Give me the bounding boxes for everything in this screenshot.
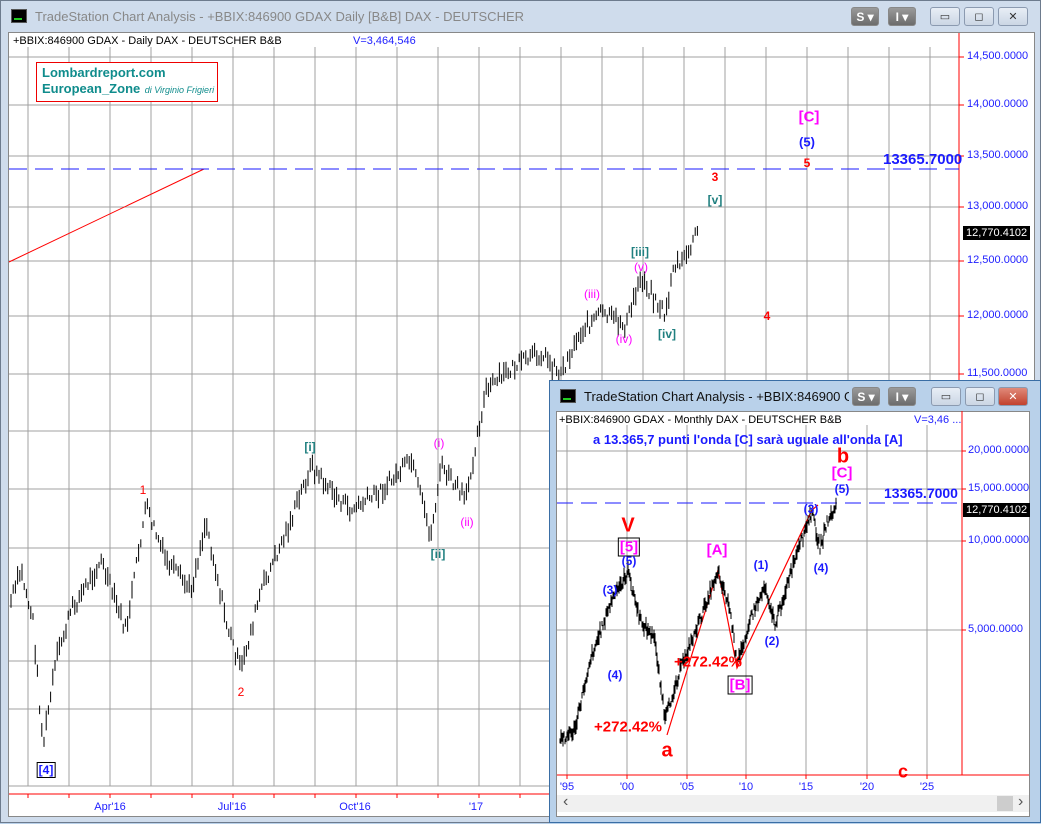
x-axis-label: '95 bbox=[559, 781, 575, 793]
maximize-button[interactable]: ◻ bbox=[964, 7, 994, 26]
inset-symbol-header: +BBIX:846900 GDAX - Monthly DAX - DEUTSC… bbox=[559, 414, 842, 426]
monthly-chart-window: TradeStation Chart Analysis - +BBIX:8469… bbox=[549, 380, 1041, 823]
x-axis-label: '20 bbox=[859, 781, 875, 793]
wave-label: 3 bbox=[711, 170, 719, 184]
s-menu-button[interactable]: S ▾ bbox=[851, 7, 879, 26]
last-price-marker: 12,770.4102 bbox=[963, 226, 1031, 240]
inset-chart-area[interactable] bbox=[556, 411, 1030, 817]
wave-label: 5 bbox=[803, 156, 811, 170]
wave-label: (5) bbox=[799, 134, 815, 150]
scroll-thumb[interactable] bbox=[997, 796, 1013, 811]
y-axis-label: 10,000.0000 bbox=[968, 534, 1030, 546]
wave-label: (v) bbox=[634, 260, 648, 274]
main-symbol-header: +BBIX:846900 GDAX - Daily DAX - DEUTSCHE… bbox=[13, 35, 282, 47]
x-axis-label: '15 bbox=[798, 781, 814, 793]
wave-label: [5] bbox=[617, 537, 641, 557]
wave-label: [iii] bbox=[631, 245, 649, 259]
y-axis-label: 13,000.0000 bbox=[967, 200, 1029, 212]
i-menu-button[interactable]: I ▾ bbox=[888, 7, 916, 26]
y-axis-label: 5,000.0000 bbox=[968, 623, 1024, 635]
inset-note: a 13.365,7 punti l'onda [C] sarà uguale … bbox=[593, 432, 903, 447]
wave-label: (iv) bbox=[615, 332, 633, 346]
y-axis-label: 20,000.0000 bbox=[968, 444, 1030, 456]
wave-label: (5) bbox=[834, 482, 850, 496]
wave-label: (1) bbox=[753, 558, 769, 572]
wave-label: [C] bbox=[798, 108, 820, 126]
x-axis-label: '05 bbox=[679, 781, 695, 793]
inset-last-price-marker: 12,770.4102 bbox=[963, 503, 1031, 517]
y-axis-label: 13,500.0000 bbox=[967, 149, 1029, 161]
wave-label: a bbox=[661, 739, 673, 762]
logo-line3: di Virginio Frigieri bbox=[144, 85, 215, 95]
wave-label: [ii] bbox=[430, 547, 446, 561]
x-axis-label: '17 bbox=[468, 801, 484, 813]
inset-volume: V=3,46 ... bbox=[914, 414, 962, 426]
minimize-button[interactable]: ▭ bbox=[931, 387, 961, 406]
target-price-label: 13365.7000 bbox=[883, 151, 963, 168]
wave-label: (ii) bbox=[460, 515, 474, 529]
inset-window-title: TradeStation Chart Analysis - +BBIX:8469… bbox=[584, 388, 849, 404]
x-axis-label: Jul'16 bbox=[217, 801, 247, 813]
x-axis-label: Oct'16 bbox=[339, 801, 371, 813]
wave-label: +272.42% bbox=[594, 718, 662, 736]
x-axis-label: Apr'16 bbox=[94, 801, 126, 813]
wave-label: 2 bbox=[237, 685, 245, 699]
wave-label: (3) bbox=[803, 502, 819, 516]
wave-label: [4] bbox=[36, 762, 56, 778]
wave-label: (4) bbox=[813, 561, 829, 575]
x-axis-label: '10 bbox=[738, 781, 754, 793]
maximize-button[interactable]: ◻ bbox=[965, 387, 995, 406]
y-axis-label: 14,000.0000 bbox=[967, 98, 1029, 110]
y-axis-label: 14,500.0000 bbox=[967, 50, 1029, 62]
scroll-right-button[interactable]: › bbox=[1018, 793, 1024, 810]
s-menu-button[interactable]: S ▾ bbox=[852, 387, 880, 406]
i-menu-button[interactable]: I ▾ bbox=[888, 387, 916, 406]
main-volume: V=3,464,546 bbox=[353, 35, 416, 47]
x-axis-label: '00 bbox=[619, 781, 635, 793]
inset-target-label: 13365.7000 bbox=[884, 485, 958, 501]
wave-label: 1 bbox=[139, 483, 147, 497]
scroll-left-button[interactable]: ‹ bbox=[563, 793, 569, 810]
wave-label: +272.42% bbox=[674, 653, 742, 671]
wave-trend-line bbox=[666, 504, 819, 736]
wave-label: (iii) bbox=[584, 287, 600, 301]
wave-label: [B] bbox=[727, 675, 753, 695]
main-window-title: TradeStation Chart Analysis - +BBIX:8469… bbox=[35, 8, 525, 24]
logo-box: Lombardreport.com European_Zone di Virgi… bbox=[36, 62, 218, 102]
logo-line2: European_Zone bbox=[42, 81, 141, 96]
inset-scrollbar[interactable]: ‹ › bbox=[557, 793, 1029, 812]
close-button[interactable]: ✕ bbox=[998, 387, 1028, 406]
app-icon bbox=[11, 9, 27, 23]
wave-label: 4 bbox=[763, 309, 771, 323]
close-button[interactable]: ✕ bbox=[998, 7, 1028, 26]
app-icon bbox=[560, 389, 576, 403]
wave-label: V bbox=[621, 514, 635, 537]
wave-label: [iv] bbox=[658, 327, 676, 341]
wave-label: [v] bbox=[707, 193, 723, 207]
y-axis-label: 15,000.0000 bbox=[968, 482, 1030, 494]
inset-title-bar[interactable]: TradeStation Chart Analysis - +BBIX:8469… bbox=[550, 381, 1040, 411]
y-axis-label: 12,500.0000 bbox=[967, 254, 1029, 266]
wave-label: [i] bbox=[304, 440, 316, 454]
minimize-button[interactable]: ▭ bbox=[930, 7, 960, 26]
logo-line1: Lombardreport.com bbox=[42, 65, 166, 80]
wave-label: c bbox=[897, 761, 909, 782]
trend-line bbox=[8, 168, 205, 263]
wave-label: [C] bbox=[831, 464, 853, 482]
y-axis-label: 11,500.0000 bbox=[967, 367, 1028, 379]
wave-label: (2) bbox=[764, 634, 780, 648]
wave-label: (4) bbox=[607, 668, 623, 682]
wave-label: (3) bbox=[602, 583, 618, 597]
wave-label: (i) bbox=[433, 436, 445, 450]
wave-label: (5) bbox=[621, 554, 637, 568]
y-axis-label: 12,000.0000 bbox=[967, 309, 1029, 321]
main-title-bar[interactable]: TradeStation Chart Analysis - +BBIX:8469… bbox=[1, 1, 1040, 31]
x-axis-label: '25 bbox=[919, 781, 935, 793]
wave-label: b bbox=[836, 445, 850, 468]
wave-label: [A] bbox=[706, 541, 728, 559]
